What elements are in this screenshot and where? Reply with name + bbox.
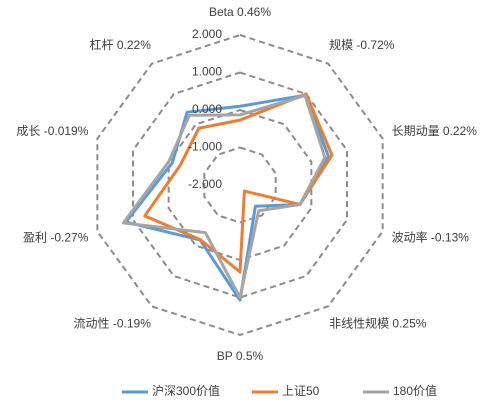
legend-label: 180价值 [393, 383, 437, 398]
category-label: BP 0.5% [217, 349, 264, 363]
category-label: 盈利 -0.27% [23, 230, 89, 244]
r-tick-label: 0.000 [192, 102, 222, 116]
r-tick-label: 1.000 [192, 65, 222, 79]
category-label: 规模 -0.72% [329, 37, 395, 52]
category-label: 杠杆 0.22% [90, 37, 152, 52]
series-line [143, 92, 334, 274]
legend-label: 沪深300价值 [152, 383, 220, 398]
category-label: 非线性规模 0.25% [329, 315, 427, 330]
category-label: 波动率 -0.13% [392, 229, 470, 244]
category-label: 流动性 -0.19% [74, 316, 152, 330]
r-tick-label: 2.000 [192, 27, 222, 41]
category-label: 长期动量 0.22% [392, 124, 478, 138]
r-tick-label: -1.000 [188, 140, 222, 154]
r-tick-label: -2.000 [188, 177, 222, 191]
series-line [121, 94, 327, 299]
category-label: Beta 0.46% [209, 5, 271, 19]
grid-ring [96, 33, 384, 337]
category-label: 成长 -0.019% [16, 124, 88, 138]
grid-ring [132, 71, 348, 299]
grid-ring [203, 146, 277, 224]
legend-label: 上证50 [282, 384, 320, 398]
